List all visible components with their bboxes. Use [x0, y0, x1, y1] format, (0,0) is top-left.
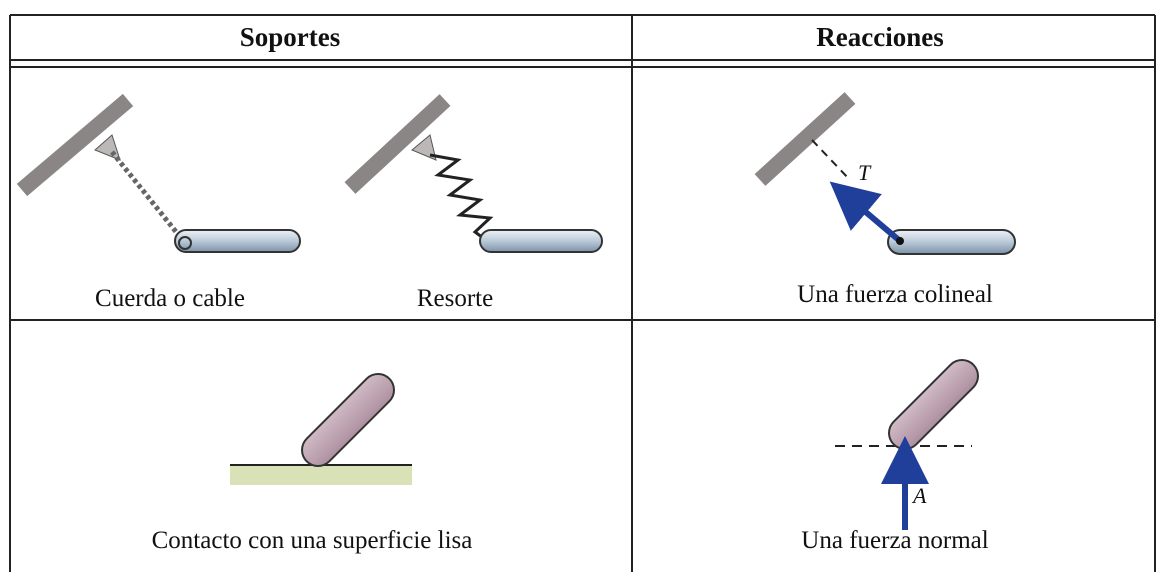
header: Soportes — [240, 22, 341, 52]
force-label: T — [858, 160, 872, 185]
normal-illustration — [835, 359, 979, 530]
tension-illustration — [754, 92, 1016, 255]
table-grid — [9, 14, 1156, 572]
cable-illustration — [16, 93, 301, 253]
support-label: Cuerda o cable — [95, 285, 245, 312]
support-label: Resorte — [417, 285, 493, 312]
support-label: Contacto con una superficie lisa — [152, 527, 473, 554]
header: Reacciones — [816, 22, 943, 52]
spring-illustration — [344, 94, 603, 253]
reaction-label: Una fuerza normal — [801, 527, 988, 554]
contact-illustration — [230, 373, 412, 485]
reaction-label: Una fuerza colineal — [797, 281, 993, 308]
force-label: A — [911, 483, 927, 508]
